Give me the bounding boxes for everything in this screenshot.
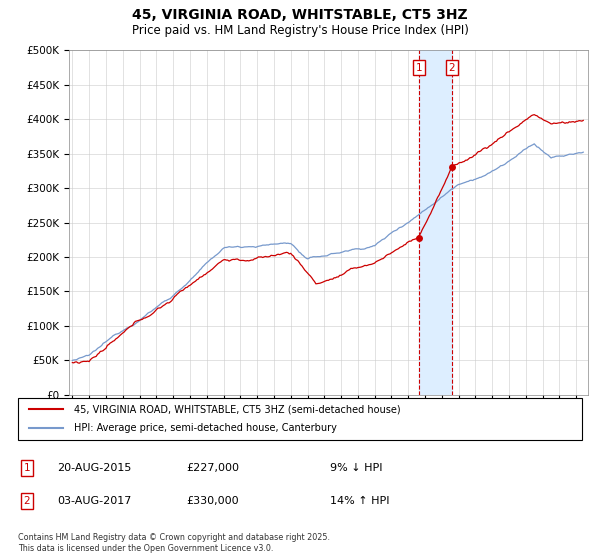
Text: Contains HM Land Registry data © Crown copyright and database right 2025.
This d: Contains HM Land Registry data © Crown c… — [18, 533, 330, 553]
Text: Price paid vs. HM Land Registry's House Price Index (HPI): Price paid vs. HM Land Registry's House … — [131, 24, 469, 36]
Text: 2: 2 — [23, 496, 31, 506]
Text: 45, VIRGINIA ROAD, WHITSTABLE, CT5 3HZ: 45, VIRGINIA ROAD, WHITSTABLE, CT5 3HZ — [132, 8, 468, 22]
Text: 45, VIRGINIA ROAD, WHITSTABLE, CT5 3HZ (semi-detached house): 45, VIRGINIA ROAD, WHITSTABLE, CT5 3HZ (… — [74, 404, 401, 414]
Text: £227,000: £227,000 — [186, 463, 239, 473]
Text: £330,000: £330,000 — [186, 496, 239, 506]
Text: 1: 1 — [23, 463, 31, 473]
Text: HPI: Average price, semi-detached house, Canterbury: HPI: Average price, semi-detached house,… — [74, 423, 337, 433]
Text: 03-AUG-2017: 03-AUG-2017 — [57, 496, 131, 506]
Text: 9% ↓ HPI: 9% ↓ HPI — [330, 463, 383, 473]
Text: 1: 1 — [416, 63, 422, 73]
Text: 2: 2 — [448, 63, 455, 73]
Bar — [419, 50, 452, 395]
Text: 14% ↑ HPI: 14% ↑ HPI — [330, 496, 389, 506]
Text: 20-AUG-2015: 20-AUG-2015 — [57, 463, 131, 473]
FancyBboxPatch shape — [18, 398, 582, 440]
